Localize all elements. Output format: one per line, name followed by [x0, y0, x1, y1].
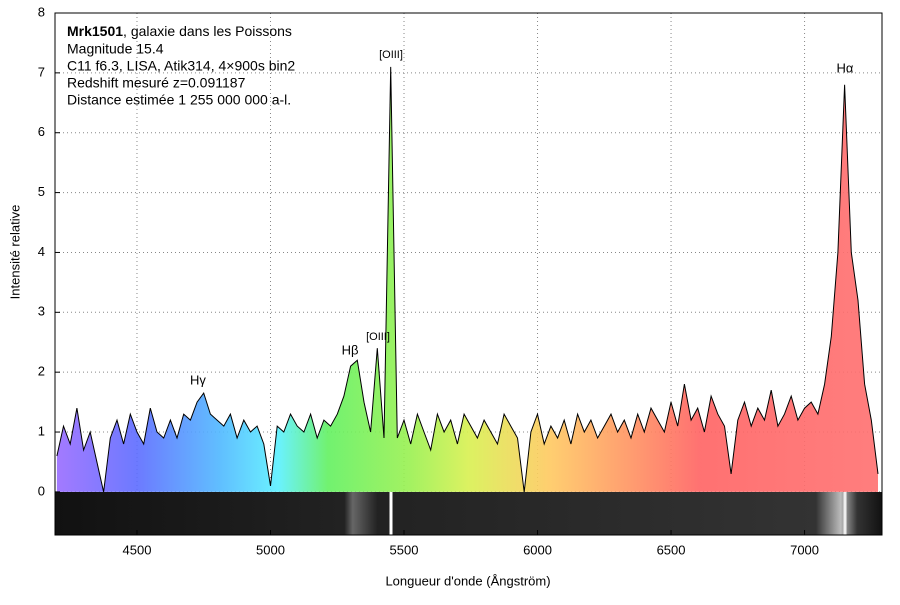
x-tick-label: 6500 [657, 542, 686, 557]
chart-title-line: Mrk1501, galaxie dans les Poissons [67, 23, 292, 39]
y-tick-label: 3 [38, 304, 45, 319]
chart-title-suffix: , galaxie dans les Poissons [123, 23, 292, 39]
x-tick-label: 6000 [523, 542, 552, 557]
line-annotation: Hβ [342, 342, 359, 357]
y-tick-label: 7 [38, 64, 45, 79]
line-annotation: Hγ [190, 372, 206, 387]
y-tick-label: 8 [38, 4, 45, 19]
y-tick-label: 5 [38, 184, 45, 199]
y-axis-label: Intensité relative [7, 205, 22, 300]
info-line: Distance estimée 1 255 000 000 a-l. [67, 92, 291, 108]
info-line: Redshift mesuré z=0.091187 [67, 75, 246, 91]
chart-title: Mrk1501 [67, 23, 123, 39]
y-tick-label: 0 [38, 483, 45, 498]
line-annotation: [OIII] [366, 331, 390, 343]
info-line: C11 f6.3, LISA, Atik314, 4×900s bin2 [67, 58, 295, 74]
line-annotation: Hα [837, 60, 854, 75]
x-tick-label: 5500 [390, 542, 419, 557]
x-tick-label: 7000 [790, 542, 819, 557]
spectrum-line [56, 66, 879, 493]
plot-frame [54, 12, 883, 536]
x-tick-label: 4500 [123, 542, 152, 557]
spectrum-strip [55, 492, 882, 535]
y-tick-label: 1 [38, 423, 45, 438]
line-annotation: [OIII] [379, 49, 403, 61]
y-tick-label: 2 [38, 364, 45, 379]
y-tick-label: 4 [38, 244, 45, 259]
spectrum-area [56, 66, 879, 492]
y-tick-label: 6 [38, 124, 45, 139]
x-tick-label: 5000 [256, 542, 285, 557]
x-axis-label: Longueur d'onde (Ångström) [385, 573, 550, 588]
info-line: Magnitude 15.4 [67, 41, 164, 57]
